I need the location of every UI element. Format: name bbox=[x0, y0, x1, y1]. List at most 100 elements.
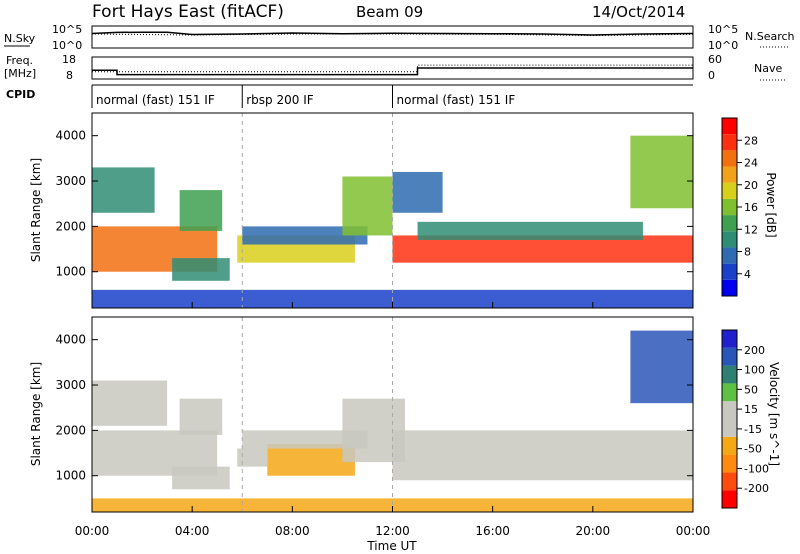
n-sky-label: N.Sky bbox=[4, 32, 36, 45]
freq-unit-label: [MHz] bbox=[4, 67, 36, 80]
nave-bottom-tick: 0 bbox=[708, 69, 715, 82]
cpid-segment-label: normal (fast) 151 IF bbox=[96, 93, 215, 107]
cpid-segment-label: rbsp 200 IF bbox=[246, 93, 313, 107]
power-colorbar-swatch bbox=[722, 182, 737, 199]
velocity-colorbar-frame bbox=[721, 329, 738, 509]
freq-bottom-tick: 8 bbox=[66, 69, 73, 82]
cpid-segments: normal (fast) 151 IF rbsp 200 IF normal (f… bbox=[91, 85, 516, 108]
y-tick-label: 3000 bbox=[55, 174, 86, 188]
noise-frame bbox=[91, 25, 694, 49]
noise-left-top-tick: 10^5 bbox=[52, 23, 82, 36]
noise-left-bottom-tick: 10^0 bbox=[52, 39, 82, 52]
velocity-colorbar-swatch bbox=[722, 347, 737, 366]
echo-region bbox=[172, 258, 230, 281]
x-tick-label: 00:00 bbox=[75, 524, 110, 538]
power-panel: 1000 2000 3000 4000 Slant Range [km] 28 24 20… bbox=[29, 112, 778, 309]
frequency-panel: Freq. [MHz] 18 8 60 0 Nave bbox=[4, 53, 785, 82]
power-colorbar-swatch bbox=[722, 118, 737, 135]
velocity-regions bbox=[92, 317, 693, 512]
echo-region bbox=[179, 398, 223, 435]
cpid-label: CPID bbox=[6, 88, 35, 101]
power-y-ticks: 1000 2000 3000 4000 bbox=[55, 129, 693, 279]
velocity-colorbar-swatch bbox=[722, 383, 737, 402]
power-colorbar-tick-label: 28 bbox=[744, 134, 758, 147]
velocity-colorbar-tick-label: 50 bbox=[744, 383, 758, 396]
cpid-bar: CPID normal (fast) 151 IF rbsp 200 IF norm… bbox=[6, 84, 693, 108]
power-colorbar-tick-label: 12 bbox=[744, 223, 758, 236]
y-tick-label: 1000 bbox=[55, 469, 86, 483]
noise-search-line bbox=[91, 33, 694, 37]
velocity-colorbar-swatch bbox=[722, 436, 737, 455]
echo-region bbox=[417, 221, 643, 240]
x-tick-label: 16:00 bbox=[475, 524, 510, 538]
power-colorbar-swatch bbox=[722, 247, 737, 264]
echo-region bbox=[267, 443, 355, 476]
noise-right-bottom-tick: 10^0 bbox=[708, 39, 738, 52]
velocity-colorbar-label: Velocity [m s^-1] bbox=[767, 362, 781, 466]
x-tick-label: 12:00 bbox=[375, 524, 410, 538]
power-regions bbox=[92, 113, 693, 308]
velocity-colorbar-tick-label: -15 bbox=[744, 423, 762, 436]
power-colorbar-tick-label: 16 bbox=[744, 201, 758, 214]
power-colorbar: 28 24 20 16 12 8 4 bbox=[721, 117, 758, 297]
power-colorbar-swatch bbox=[722, 263, 737, 280]
y-tick-label: 4000 bbox=[55, 129, 86, 143]
echo-region bbox=[392, 430, 693, 481]
power-colorbar-swatch bbox=[722, 279, 737, 296]
power-colorbar-swatch bbox=[722, 231, 737, 248]
velocity-panel: 1000 2000 3000 4000 Slant Range [km] 200 100… bbox=[29, 316, 781, 513]
y-tick-label: 4000 bbox=[55, 333, 86, 347]
time-axis: 00:00 04:00 08:00 12:00 16:00 20:00 00:00 bbox=[75, 302, 711, 538]
nave-top-tick: 60 bbox=[708, 53, 722, 66]
cpid-segment-label: normal (fast) 151 IF bbox=[397, 93, 516, 107]
echo-region bbox=[392, 171, 443, 213]
velocity-colorbar-tick-label: -50 bbox=[744, 443, 762, 456]
power-colorbar-tick-label: 4 bbox=[744, 268, 751, 281]
echo-region bbox=[630, 135, 693, 209]
velocity-colorbar: 200 100 50 15 -15 -50 -100 -200 bbox=[721, 329, 769, 509]
beam-label: Beam 09 bbox=[356, 3, 423, 21]
power-colorbar-swatch bbox=[722, 134, 737, 151]
velocity-colorbar-tick-label: -100 bbox=[744, 462, 769, 475]
velocity-colorbar-tick-label: 100 bbox=[744, 364, 765, 377]
velocity-colorbar-swatch bbox=[722, 419, 737, 437]
nave-label: Nave bbox=[754, 62, 782, 75]
power-colorbar-tick-label: 8 bbox=[744, 246, 751, 259]
velocity-y-axis-label: Slant Range [km] bbox=[29, 362, 43, 466]
y-tick-label: 1000 bbox=[55, 265, 86, 279]
nave-line bbox=[92, 64, 693, 73]
velocity-colorbar-swatch bbox=[722, 490, 737, 508]
freq-label: Freq. bbox=[6, 54, 33, 67]
velocity-colorbar-swatch bbox=[722, 401, 737, 419]
echo-region bbox=[242, 226, 368, 245]
x-tick-label: 08:00 bbox=[275, 524, 310, 538]
power-colorbar-tick-label: 24 bbox=[744, 157, 758, 170]
x-tick-label: 00:00 bbox=[676, 524, 711, 538]
power-colorbar-swatch bbox=[722, 215, 737, 232]
y-tick-label: 2000 bbox=[55, 219, 86, 233]
frequency-line bbox=[92, 67, 693, 76]
x-tick-label: 04:00 bbox=[175, 524, 210, 538]
noise-right-top-tick: 10^5 bbox=[708, 23, 738, 36]
station-title: Fort Hays East (fitACF) bbox=[92, 2, 284, 22]
n-search-label: N.Search bbox=[745, 30, 795, 43]
freq-top-tick: 18 bbox=[62, 53, 76, 66]
time-axis-label: Time UT bbox=[366, 539, 417, 553]
power-colorbar-swatch bbox=[722, 198, 737, 216]
velocity-colorbar-swatch bbox=[722, 454, 737, 473]
echo-region bbox=[92, 167, 155, 213]
echo-region bbox=[342, 176, 393, 236]
noise-sky-line bbox=[91, 31, 694, 36]
echo-region bbox=[172, 466, 230, 490]
velocity-colorbar-tick-label: 15 bbox=[744, 403, 758, 416]
y-tick-label: 2000 bbox=[55, 423, 86, 437]
velocity-colorbar-tick-label: 200 bbox=[744, 344, 765, 357]
echo-region bbox=[179, 190, 223, 231]
velocity-colorbar-swatch bbox=[722, 365, 737, 384]
echo-region bbox=[237, 448, 268, 467]
velocity-colorbar-swatch bbox=[722, 472, 737, 491]
power-colorbar-swatch bbox=[722, 150, 737, 167]
date-label: 14/Oct/2014 bbox=[592, 3, 685, 21]
echo-region bbox=[630, 330, 693, 404]
